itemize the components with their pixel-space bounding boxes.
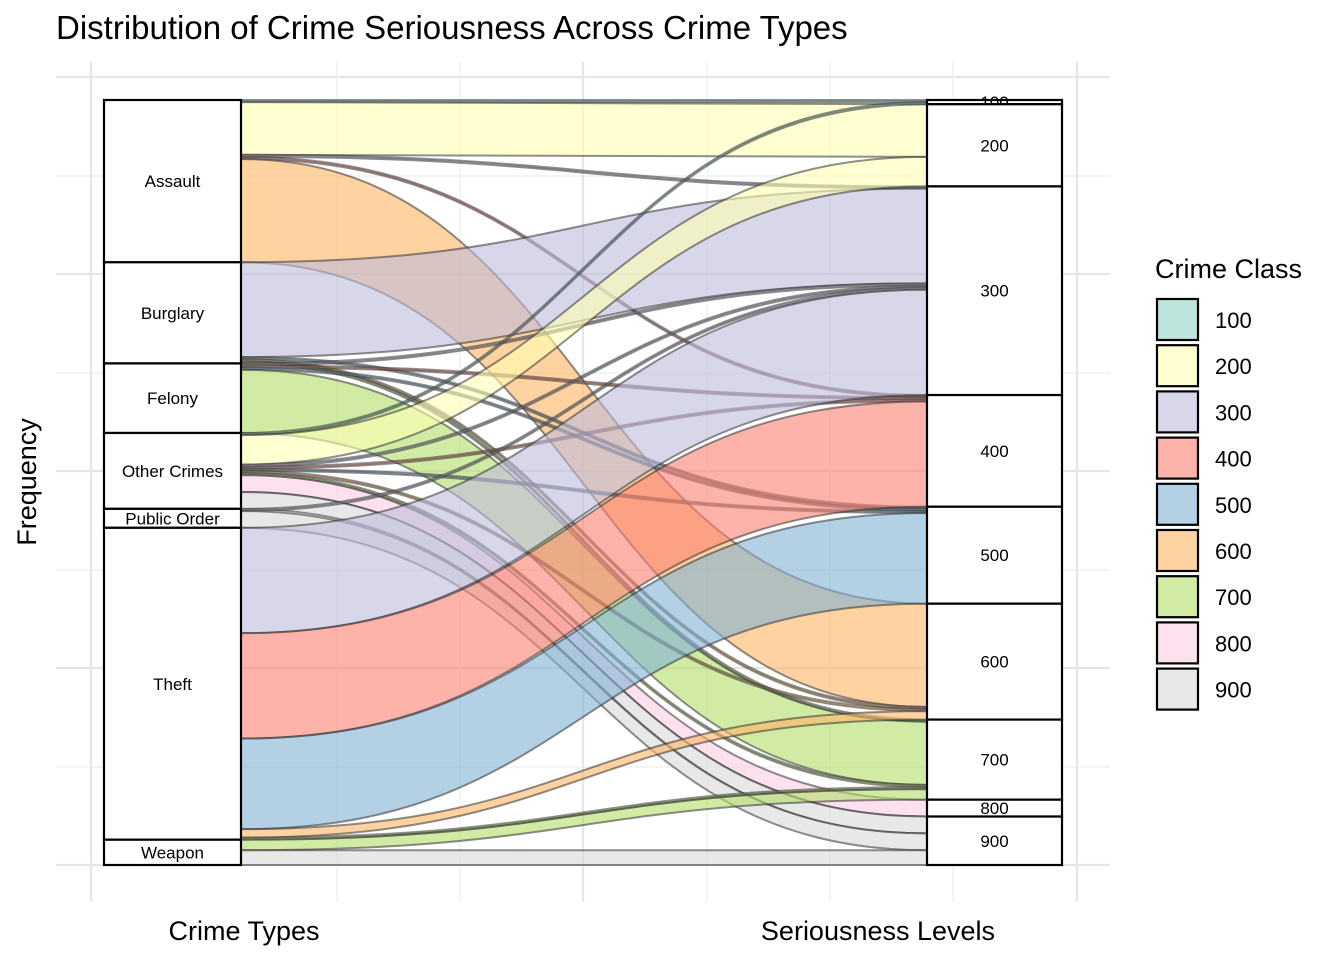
stratum-theft — [102, 526, 243, 841]
stratum-burglary — [102, 261, 243, 365]
legend-title: Crime Class — [1155, 254, 1302, 284]
legend-key-100 — [1155, 297, 1200, 342]
stratum-level-900 — [925, 815, 1064, 867]
legend-label-600: 600 — [1215, 539, 1252, 564]
legend-key-700 — [1155, 575, 1200, 619]
x-label-crime-types: Crime Types — [168, 916, 319, 946]
stratum-label-public-order: Public Order — [125, 509, 220, 528]
flow-weapon-900 — [240, 849, 928, 867]
strata: Assault Burglary Felony Other Crimes Public … — [102, 93, 1064, 867]
stratum-label-level-600: 600 — [980, 653, 1008, 672]
y-label: Frequency — [12, 418, 42, 546]
flow-assault-200 — [240, 101, 928, 158]
legend-key-600 — [1155, 528, 1200, 573]
legend-label-800: 800 — [1215, 631, 1252, 656]
stratum-weapon — [102, 838, 243, 867]
stratum-label-level-400: 400 — [980, 442, 1008, 461]
legend-key-300 — [1155, 390, 1200, 434]
legend-label-500: 500 — [1215, 493, 1252, 518]
stratum-felony — [102, 362, 243, 435]
stratum-label-level-700: 700 — [980, 751, 1008, 770]
stratum-label-level-800: 800 — [980, 799, 1008, 818]
stratum-label-level-900: 900 — [980, 832, 1008, 851]
stratum-level-200 — [925, 103, 1064, 188]
stratum-level-400 — [925, 393, 1064, 508]
legend-key-800 — [1155, 621, 1200, 665]
stratum-label-weapon: Weapon — [141, 843, 204, 862]
legend-label-400: 400 — [1215, 447, 1252, 472]
stratum-label-assault: Assault — [145, 172, 201, 191]
legend-key-200 — [1155, 344, 1200, 388]
stratum-label-felony: Felony — [147, 389, 199, 408]
x-label-seriousness-levels: Seriousness Levels — [761, 916, 995, 946]
legend-label-100: 100 — [1215, 308, 1252, 333]
stratum-label-level-300: 300 — [980, 282, 1008, 301]
legend-key-900 — [1155, 667, 1200, 711]
legend-label-200: 200 — [1215, 354, 1252, 379]
chart-title: Distribution of Crime Seriousness Across… — [56, 9, 848, 46]
stratum-level-700 — [925, 718, 1064, 801]
stratum-other-crimes — [102, 431, 243, 510]
stratum-label-other-crimes: Other Crimes — [122, 462, 223, 481]
stratum-label-burglary: Burglary — [141, 304, 205, 323]
legend-label-700: 700 — [1215, 585, 1252, 610]
legend-label-300: 300 — [1215, 400, 1252, 425]
legend: Crime Class 100 200 300 400 500 600 700 800 900 — [1155, 254, 1302, 711]
stratum-label-level-500: 500 — [980, 546, 1008, 565]
legend-key-500 — [1155, 482, 1200, 526]
stratum-assault — [102, 98, 243, 264]
legend-key-400 — [1155, 436, 1200, 480]
legend-label-900: 900 — [1215, 678, 1252, 703]
stratum-label-theft: Theft — [153, 675, 192, 694]
flows — [240, 98, 928, 867]
stratum-level-300 — [925, 185, 1064, 397]
stratum-label-level-200: 200 — [980, 136, 1008, 155]
